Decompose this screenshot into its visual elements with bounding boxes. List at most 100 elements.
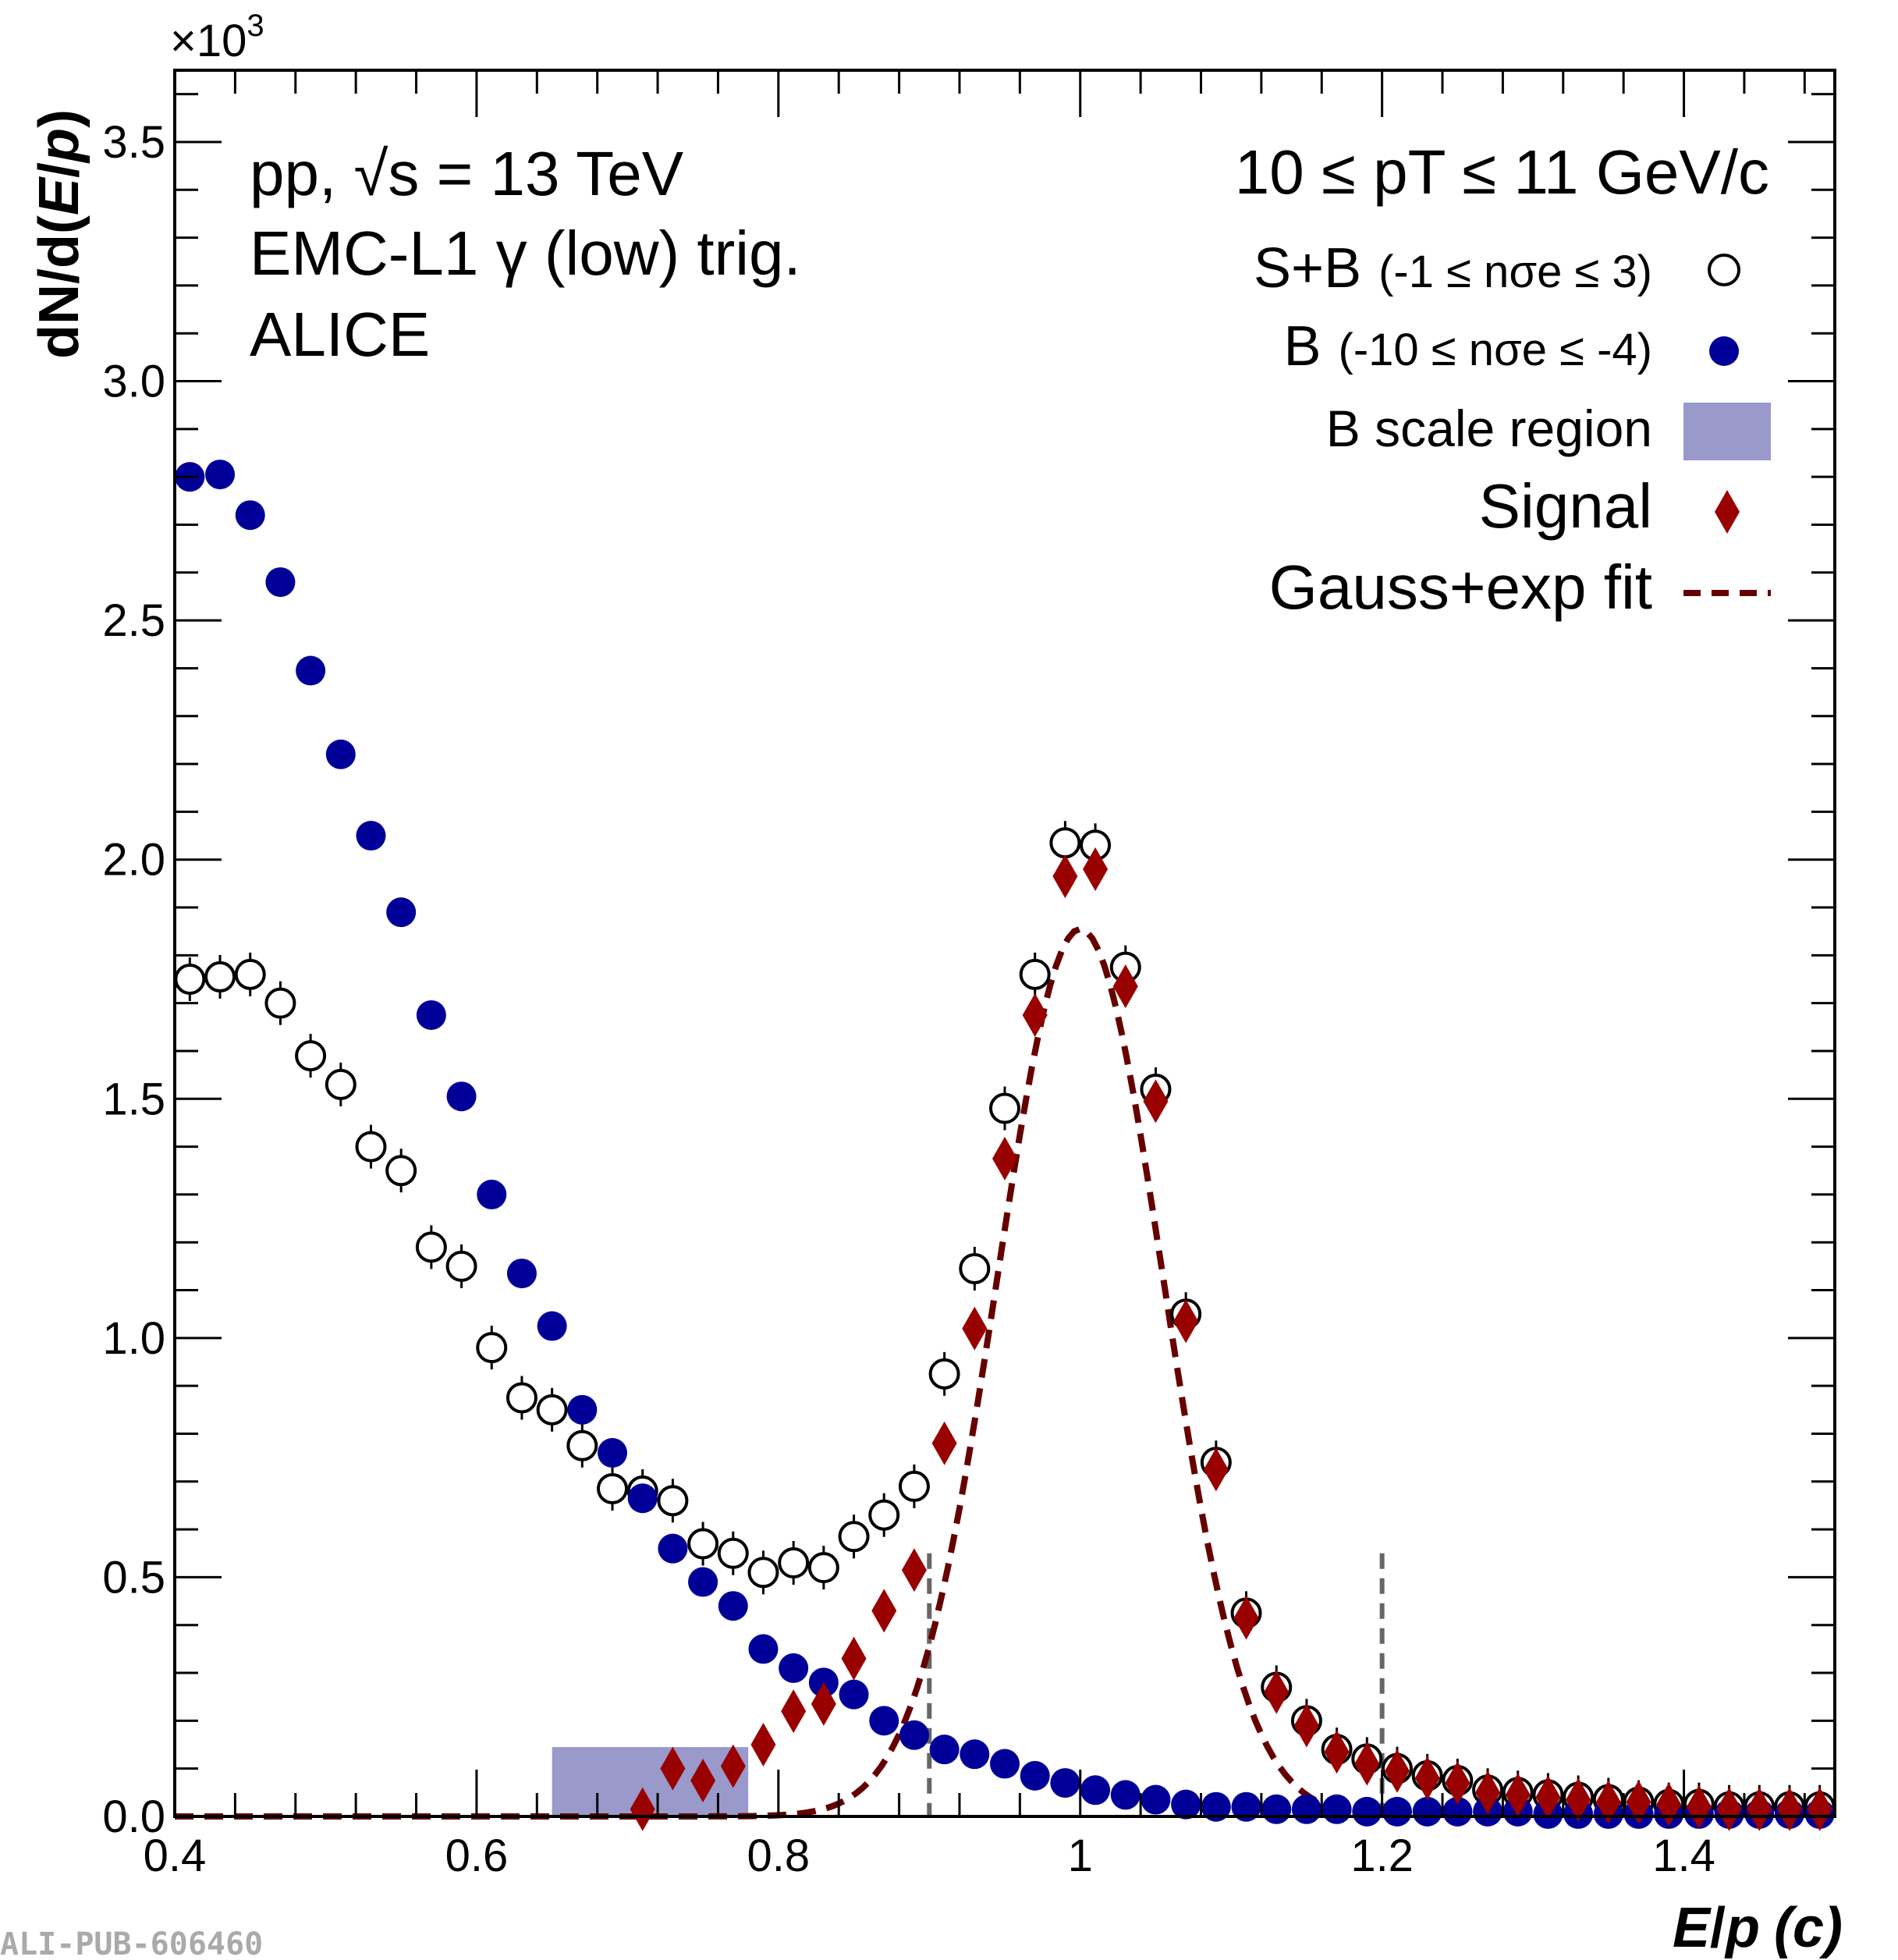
- signal-point: [1354, 1742, 1380, 1786]
- axes-layer: [173, 69, 1836, 1818]
- sb-point: [234, 958, 266, 990]
- b-point: [1020, 1760, 1050, 1791]
- b-point: [960, 1739, 990, 1770]
- signal-point: [1535, 1775, 1561, 1820]
- b-point: [567, 1394, 598, 1425]
- b-point: [869, 1706, 899, 1736]
- sb-point: [838, 1521, 870, 1553]
- sb-point: [536, 1394, 568, 1426]
- signal-point: [992, 1136, 1017, 1181]
- b-point: [265, 567, 296, 598]
- signal-point: [871, 1589, 897, 1633]
- signal-point: [1505, 1773, 1531, 1817]
- signal-point: [720, 1744, 746, 1788]
- signal-point: [901, 1548, 927, 1592]
- signal-point: [690, 1759, 716, 1803]
- signal-point: [1233, 1596, 1259, 1640]
- b-point: [506, 1259, 537, 1289]
- b-point: [1050, 1768, 1080, 1798]
- y-multiplier: ×103: [170, 9, 264, 66]
- b-point: [658, 1533, 688, 1564]
- legend-signal-marker: [1715, 490, 1740, 534]
- sb-point: [295, 1040, 327, 1072]
- b-point: [1352, 1796, 1382, 1827]
- sb-point: [1019, 958, 1051, 990]
- signal-point: [1324, 1730, 1350, 1774]
- sb-point: [445, 1250, 477, 1282]
- b-point: [1291, 1794, 1322, 1824]
- sb-point: [566, 1429, 598, 1461]
- legend-scale-label: B scale region: [1326, 399, 1652, 457]
- trigger-info: EMC-L1 γ (low) trig.: [250, 218, 801, 288]
- tick-labels-layer: 0.4 0.6 0.8 1 1.2 1.4 0.0 0.5 1.0 1.5 2.0 2.5 3.0 3.5: [102, 117, 1715, 1881]
- signal-point: [1293, 1703, 1319, 1748]
- signal-points-layer: [630, 847, 1832, 1831]
- y-tick-label: 1.5: [102, 1074, 165, 1124]
- sb-point: [415, 1231, 447, 1263]
- b-point: [1322, 1794, 1352, 1824]
- b-point: [748, 1634, 779, 1664]
- signal-point: [781, 1689, 807, 1734]
- signal-point: [1747, 1787, 1772, 1831]
- b-point: [1171, 1789, 1201, 1820]
- b-point: [537, 1311, 567, 1341]
- x-tick-label: 0.4: [144, 1830, 207, 1881]
- signal-point: [1143, 1079, 1169, 1124]
- sb-point: [355, 1131, 387, 1163]
- b-point: [1201, 1791, 1231, 1822]
- b-point: [416, 1000, 446, 1030]
- sb-point: [264, 987, 296, 1019]
- signal-point: [1052, 854, 1078, 899]
- sb-point: [747, 1557, 779, 1589]
- y-tick-label: 3.5: [102, 117, 165, 168]
- signal-point: [1566, 1777, 1591, 1822]
- signal-point: [1384, 1749, 1410, 1793]
- signal-point: [1475, 1770, 1501, 1815]
- b-point: [296, 655, 326, 686]
- b-point: [899, 1720, 929, 1750]
- y-tick-label: 1.0: [102, 1313, 165, 1364]
- signal-point: [1595, 1780, 1621, 1824]
- signal-point: [1203, 1447, 1229, 1492]
- signal-point: [1173, 1299, 1199, 1344]
- legend-scale-swatch: [1683, 403, 1771, 460]
- sb-point: [204, 960, 236, 992]
- sb-point: [657, 1485, 689, 1517]
- b-point: [235, 500, 265, 531]
- sb-point: [687, 1528, 719, 1560]
- b-point: [1141, 1784, 1171, 1815]
- watermark: ALI-PUB-606460: [0, 1926, 263, 1960]
- signal-point: [962, 1306, 988, 1351]
- signal-point: [750, 1723, 776, 1767]
- fit-curve-layer: [175, 925, 1382, 1820]
- sb-point: [174, 963, 206, 995]
- signal-point: [1112, 964, 1138, 1009]
- b-point: [1231, 1791, 1261, 1822]
- signal-point: [630, 1787, 655, 1831]
- legend: S+B (-1 ≤ nσe ≤ 3) B (-10 ≤ nσe ≤ -4) B sc…: [1254, 237, 1771, 622]
- signal-point: [811, 1681, 836, 1726]
- sb-point: [778, 1547, 810, 1579]
- b-point: [1442, 1796, 1473, 1827]
- b-point: [477, 1179, 507, 1209]
- b-point: [1412, 1796, 1442, 1827]
- x-tick-label: 1.4: [1652, 1830, 1715, 1881]
- sb-point: [928, 1358, 960, 1390]
- b-point: [929, 1735, 960, 1765]
- fit-curve: [175, 925, 1382, 1820]
- sb-point: [1049, 827, 1081, 859]
- x-axis-title: E/p (c): [1673, 1897, 1843, 1959]
- y-tick-label: 0.0: [102, 1791, 165, 1842]
- b-point: [1382, 1796, 1412, 1827]
- legend-b-label: B (-10 ≤ nσe ≤ -4): [1284, 315, 1653, 378]
- sb-point: [807, 1552, 839, 1584]
- signal-point: [931, 1421, 957, 1465]
- y-axis-title: dN/d(E/p): [28, 109, 90, 359]
- signal-point: [660, 1746, 686, 1791]
- signal-point: [1626, 1780, 1651, 1824]
- sb-point: [385, 1155, 417, 1187]
- pt-range-label: 10 ≤ pT ≤ 11 GeV/c: [1235, 137, 1769, 207]
- vertical-lines-layer: [927, 1553, 1385, 1816]
- sb-point: [868, 1499, 900, 1531]
